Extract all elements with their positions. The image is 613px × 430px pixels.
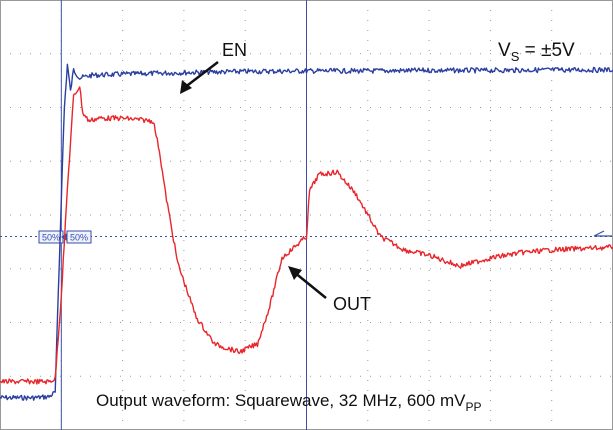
threshold-label-left: 50% [42, 233, 60, 243]
series-line-out [0, 86, 613, 385]
out-arrow-line [293, 271, 327, 299]
level-marker-arrow [593, 230, 612, 237]
en-arrow-line [183, 61, 219, 89]
series-group [0, 63, 613, 401]
out-label: OUT [333, 294, 371, 314]
threshold-badges: 50% 50% [38, 230, 92, 244]
out-arrow-head-icon [288, 266, 302, 280]
en-label: EN [222, 40, 247, 60]
threshold-label-right: 50% [70, 233, 88, 243]
level-arrow-icon [593, 230, 612, 237]
supply-voltage-label: VS = ±5V [498, 40, 575, 64]
en-arrow-head-icon [180, 80, 192, 94]
waveform-caption: Output waveform: Squarewave, 32 MHz, 600… [96, 391, 481, 414]
series-line-en [0, 63, 613, 401]
